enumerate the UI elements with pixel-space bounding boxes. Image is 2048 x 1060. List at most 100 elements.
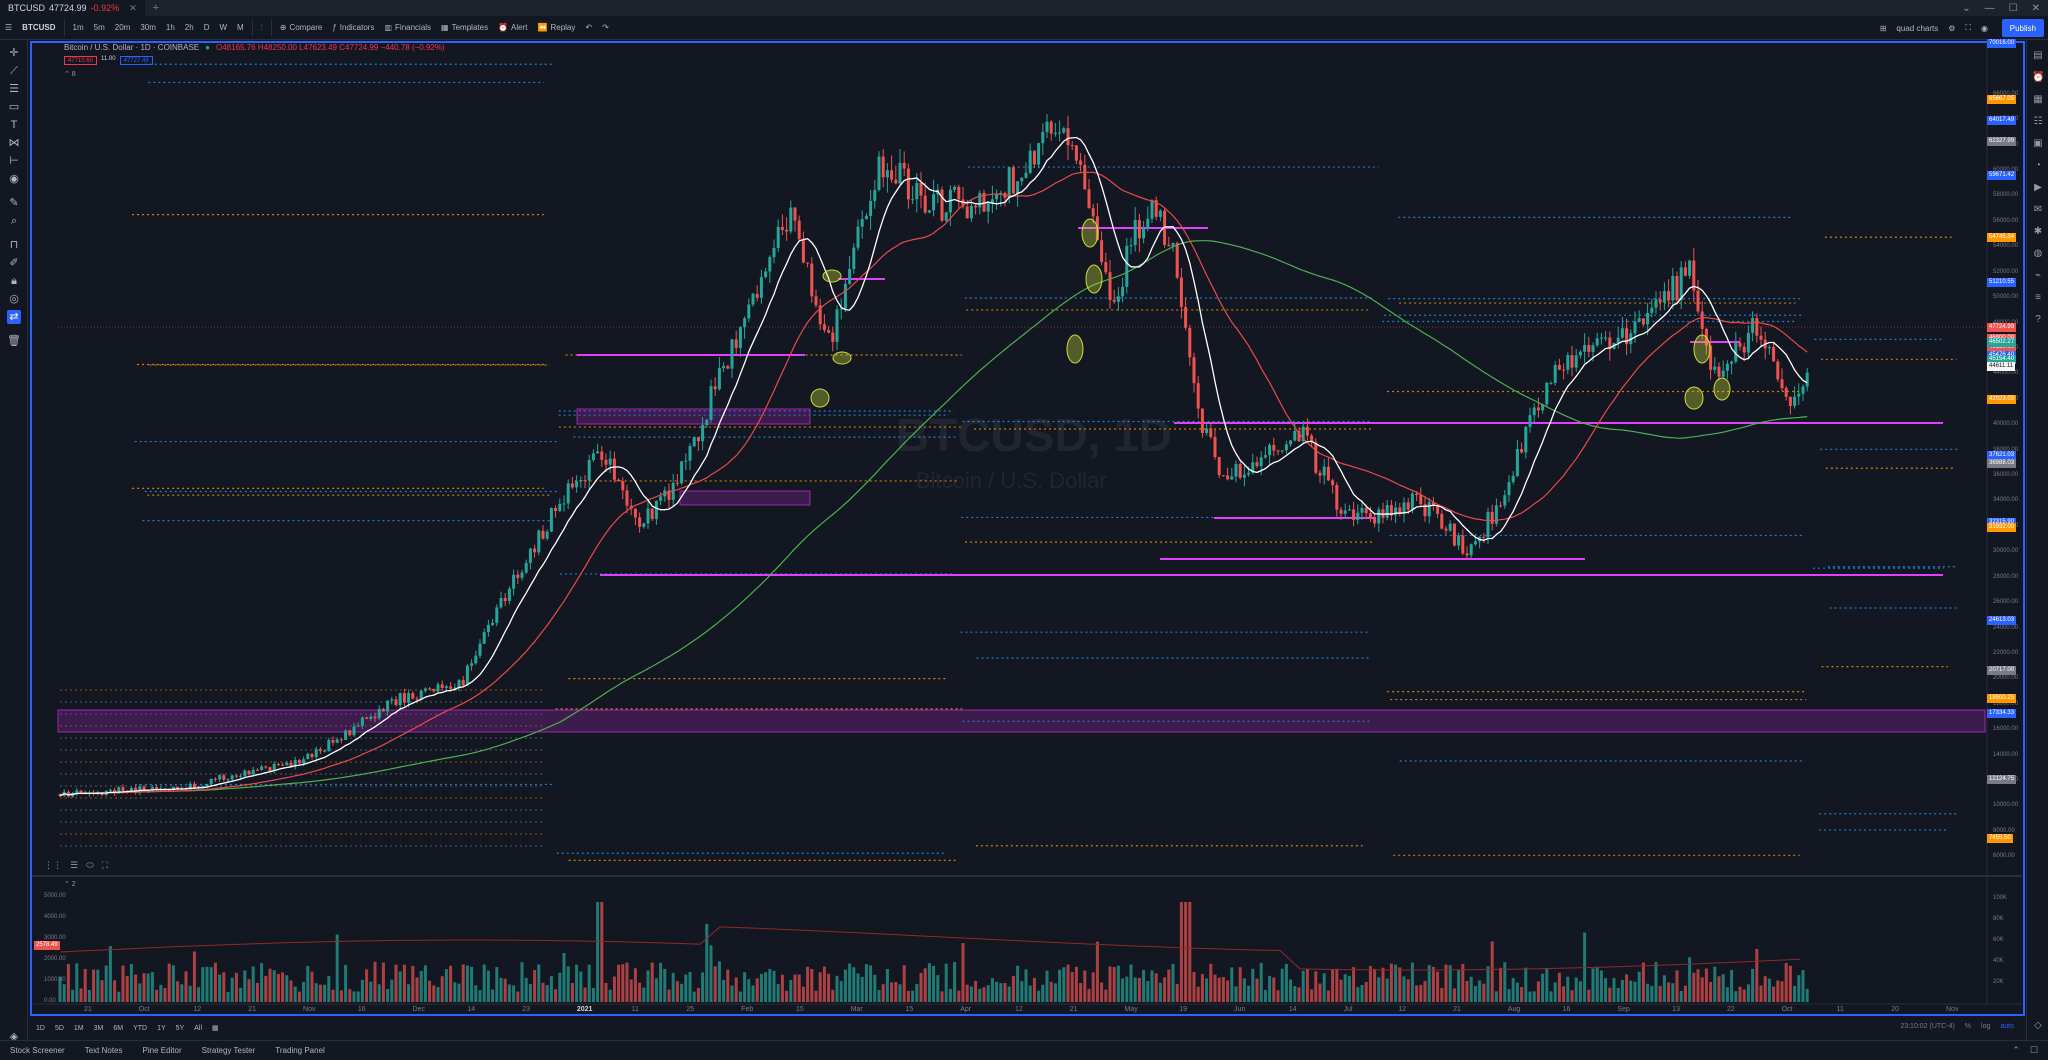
layout-grid-icon[interactable]: ⊞: [1879, 23, 1887, 33]
layers-icon[interactable]: ◇: [2034, 1020, 2042, 1031]
data-window-icon[interactable]: ▦: [2033, 94, 2043, 105]
dom-icon[interactable]: ≡: [2035, 292, 2041, 303]
hotlist-icon[interactable]: ☷: [2033, 116, 2043, 127]
camera-icon[interactable]: ◉: [1981, 23, 1988, 33]
volume-bar: [974, 980, 978, 1002]
text-icon[interactable]: T: [10, 119, 18, 131]
ellipse-icon[interactable]: ⬭: [86, 860, 94, 870]
compare-button[interactable]: ⊕ Compare: [275, 16, 328, 40]
drag-handle-icon[interactable]: ⋮⋮: [44, 860, 62, 870]
zoom-icon[interactable]: ⌕: [10, 215, 18, 227]
interval-2h[interactable]: 2h: [184, 23, 194, 32]
alert-button[interactable]: ⏰ Alert: [493, 16, 532, 40]
volume-bar: [1696, 969, 1700, 1002]
indicators-button[interactable]: ƒ Indicators: [327, 16, 379, 40]
undo-icon[interactable]: ↶: [585, 23, 593, 32]
close-window-icon[interactable]: ✕: [2031, 2, 2040, 14]
watchlist-icon[interactable]: ▤: [2033, 50, 2043, 61]
measure-icon[interactable]: ⊢: [9, 155, 19, 167]
trend-line-icon[interactable]: ⟋: [10, 65, 18, 77]
favorites-icon[interactable]: ⇄: [7, 310, 21, 324]
volume-bar: [554, 989, 558, 1002]
range-all[interactable]: All: [194, 1024, 203, 1032]
frame-icon[interactable]: ⛶: [101, 860, 109, 870]
help-icon[interactable]: ?: [2035, 314, 2041, 325]
chat-icon[interactable]: ✉: [2033, 204, 2043, 215]
tab-strategy-tester[interactable]: Strategy Tester: [201, 1046, 256, 1055]
calendar-icon[interactable]: ▣: [2033, 138, 2043, 149]
templates-button[interactable]: ▦ Templates: [436, 16, 493, 40]
ideas-icon[interactable]: ◔: [2034, 160, 2042, 171]
notifications-icon[interactable]: ◍: [2033, 248, 2043, 259]
range-6m[interactable]: 6M: [113, 1024, 124, 1032]
tab-text-notes[interactable]: Text Notes: [84, 1046, 123, 1055]
range-1d[interactable]: 1D: [36, 1024, 45, 1032]
sell-price-box[interactable]: 47710.60: [64, 56, 98, 65]
tab-pine-editor[interactable]: Pine Editor: [142, 1046, 182, 1055]
go-to-date-icon[interactable]: ▦: [212, 1025, 219, 1032]
range-3m[interactable]: 3M: [93, 1024, 104, 1032]
symbol-search[interactable]: BTCUSD: [22, 23, 56, 32]
buy-price-box[interactable]: 47727.49: [119, 56, 153, 65]
chart-pane-frame[interactable]: [30, 41, 2025, 1016]
tab-trading-panel[interactable]: Trading Panel: [275, 1046, 325, 1055]
interval-d[interactable]: D: [203, 23, 210, 32]
range-1y[interactable]: 1Y: [157, 1024, 166, 1032]
menu-icon[interactable]: ☰: [5, 23, 13, 32]
interval-w[interactable]: W: [219, 23, 228, 32]
eye-icon[interactable]: ◉: [9, 173, 19, 185]
log-toggle[interactable]: log: [1981, 1023, 1991, 1030]
clock-status[interactable]: 23:10:02 (UTC-4): [1900, 1023, 1955, 1030]
settings-gear-icon[interactable]: ⚙: [1948, 23, 1956, 33]
range-1m[interactable]: 1M: [73, 1024, 84, 1032]
magnet-icon[interactable]: ⊓: [9, 239, 19, 251]
brush-icon[interactable]: ✎: [9, 197, 19, 209]
volume-bar: [1746, 984, 1750, 1002]
layout-name[interactable]: quad charts: [1896, 23, 1939, 33]
list-icon[interactable]: ☰: [70, 860, 79, 870]
range-5y[interactable]: 5Y: [175, 1024, 185, 1032]
pattern-icon[interactable]: ⋈: [8, 137, 20, 149]
horizontal-lines-icon[interactable]: ☰: [9, 83, 19, 95]
interval-m[interactable]: M: [237, 23, 244, 32]
new-tab-icon[interactable]: +: [152, 2, 160, 14]
indicator-collapse-toggle[interactable]: ⌃ 8: [64, 71, 76, 78]
replay-button[interactable]: ⏪ Replay: [533, 16, 581, 40]
interval-5m[interactable]: 5m: [93, 23, 105, 32]
trash-icon[interactable]: 🗑︎: [7, 335, 21, 347]
crosshair-icon[interactable]: ✛: [9, 47, 19, 59]
chart-pattern-icon[interactable]: ⌁: [2034, 270, 2042, 281]
tab-stock-screener[interactable]: Stock Screener: [10, 1046, 65, 1055]
candle-body: [927, 210, 931, 213]
interval-20m[interactable]: 20m: [114, 23, 131, 32]
interval-30m[interactable]: 30m: [140, 23, 156, 32]
redo-icon[interactable]: ↷: [602, 23, 609, 32]
chart-tab[interactable]: BTCUSD 47724.99 -0.92% ✕: [0, 0, 145, 16]
maximize-icon[interactable]: ☐: [2008, 2, 2018, 14]
minimize-icon[interactable]: —: [1984, 2, 1995, 14]
symbol-description[interactable]: Bitcoin / U.S. Dollar · 1D · COINBASE: [64, 43, 200, 52]
rectangle-icon[interactable]: ▭: [8, 101, 20, 113]
pencil-lock-icon[interactable]: ✐: [9, 257, 19, 269]
visibility-icon[interactable]: ◎: [9, 293, 19, 305]
financials-button[interactable]: ▥ Financials: [379, 16, 436, 40]
collapse-panel-icon[interactable]: ⌃: [2012, 1045, 2020, 1055]
percent-toggle[interactable]: %: [1964, 1023, 1972, 1030]
chevron-down-icon[interactable]: ⌄: [1962, 2, 1971, 14]
maximize-panel-icon[interactable]: ☐: [2029, 1045, 2038, 1055]
bulb-icon[interactable]: ✱: [2033, 226, 2043, 237]
chart-type-icon[interactable]: ⫶: [260, 22, 263, 32]
streams-icon[interactable]: ▶: [2034, 182, 2042, 193]
lock-icon[interactable]: 🔒︎: [11, 275, 17, 287]
volume-legend[interactable]: ⌃ 2: [64, 881, 76, 888]
range-5d[interactable]: 5D: [54, 1024, 64, 1032]
interval-1h[interactable]: 1h: [165, 23, 175, 32]
interval-1m[interactable]: 1m: [72, 23, 84, 32]
alerts-icon[interactable]: ⏰: [2032, 72, 2045, 83]
fullscreen-icon[interactable]: ⛶: [1965, 23, 1972, 32]
auto-toggle[interactable]: auto: [2000, 1023, 2014, 1030]
range-ytd[interactable]: YTD: [133, 1024, 148, 1032]
publish-button[interactable]: Publish: [2001, 19, 2044, 37]
close-tab-icon[interactable]: ✕: [129, 2, 137, 13]
